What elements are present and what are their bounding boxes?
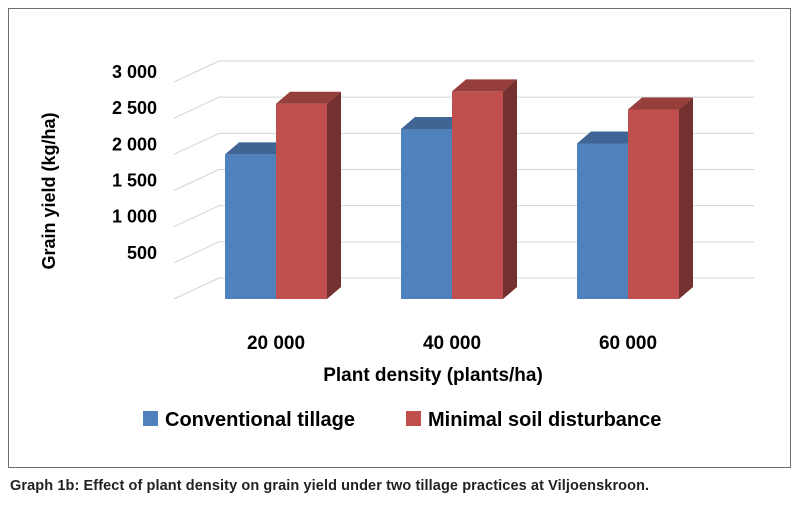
legend-swatch [143,411,158,426]
legend-label: Minimal soil disturbance [428,409,661,431]
y-tick-label: 500 [127,243,157,263]
y-tick-label: 2 000 [112,134,157,154]
legend-swatch [406,411,421,426]
gridline-diagonal [173,132,220,155]
bar-chart: 500 1 000 1 500 2 000 2 500 3 000 20 000 40 00… [39,60,754,431]
bar-side [679,97,693,299]
chart-frame: 500 1 000 1 500 2 000 2 500 3 000 20 000 40 00… [8,8,791,468]
bar-front [628,109,679,299]
legend: Conventional tillage Minimal soil disturb… [143,409,661,431]
gridline-diagonal [173,96,220,119]
legend-label: Conventional tillage [165,409,355,431]
x-tick-labels: 20 000 40 000 60 000 [247,333,657,354]
gridline-diagonal [173,241,220,264]
x-axis-label: Plant density (plants/ha) [323,365,543,386]
bar-front [225,154,276,299]
y-tick-label: 3 000 [112,62,157,82]
bar-front [401,129,452,299]
gridline-diagonal [173,277,220,300]
bar-top [628,97,693,110]
bar-side [503,79,517,299]
gridline-diagonal [173,205,220,228]
bar-top [577,131,642,144]
y-tick-label: 1 000 [112,207,157,227]
bars [225,79,693,300]
bar-front [452,91,503,299]
y-tick-label: 1 500 [112,171,157,191]
bar-top [276,91,341,104]
y-axis-label: Grain yield (kg/ha) [39,112,59,269]
bar-top [225,142,290,155]
gridline-diagonal [173,60,220,83]
bar-top [452,79,517,92]
y-tick-labels: 500 1 000 1 500 2 000 2 500 3 000 [112,62,157,263]
gridline-diagonal [173,169,220,191]
x-tick-label: 40 000 [423,333,481,354]
figure-caption: Graph 1b: Effect of plant density on gra… [10,478,650,494]
bar-minimal-3 [628,97,693,299]
bar-front [276,103,327,299]
bar-front [577,143,628,299]
x-tick-label: 20 000 [247,333,305,354]
x-tick-label: 60 000 [599,333,657,354]
y-tick-label: 2 500 [112,98,157,118]
bar-top [401,117,466,130]
bar-minimal-1 [276,91,341,299]
bar-side [327,91,341,299]
bar-minimal-2 [452,79,517,299]
